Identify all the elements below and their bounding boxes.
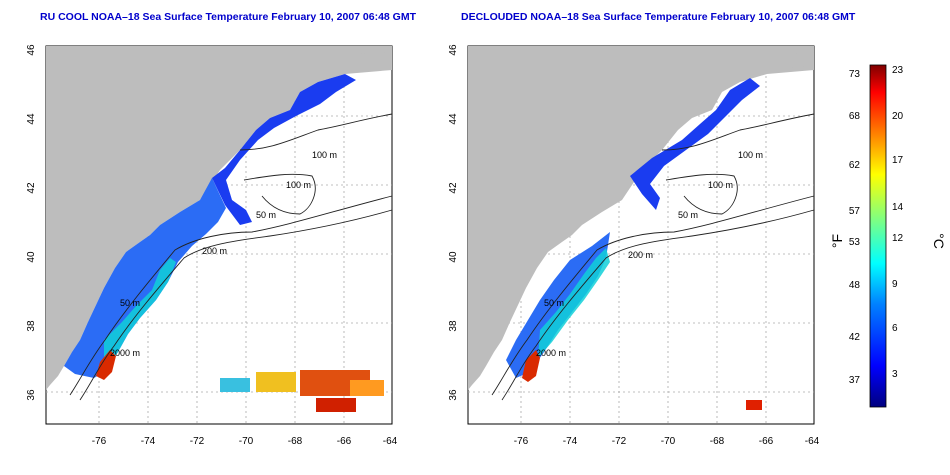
x-axis-labels: -76 -74 -72 -70 -68 -66 -64 [514,436,820,447]
x-tick-label: -70 [661,436,676,447]
x-tick-label: -70 [239,436,254,447]
land-island [780,52,814,68]
sst-swath-north [630,78,760,210]
c-tick-label: 12 [892,233,904,244]
sst-swath-shelf [64,178,226,378]
contour-label: 50 m [678,210,698,220]
y-tick-label: 38 [448,320,459,332]
contour-label: 100 m [286,180,311,190]
sst-swath-warm [538,248,610,358]
f-tick-label: 42 [849,332,861,343]
c-tick-label: 20 [892,111,904,122]
sst-swath-north [212,74,356,225]
sst-swath-gulfstream [96,350,116,380]
unit-label-f: °F [830,234,845,248]
sst-swath-warm [104,258,176,372]
contour-label: 2000 m [536,348,566,358]
sst-map-left[interactable]: 100 m 100 m 50 m 200 m 50 m 2000 m 46 44… [0,0,420,475]
contour-label: 100 m [738,150,763,160]
x-tick-label: -76 [92,436,107,447]
x-tick-label: -74 [141,436,156,447]
x-tick-label: -66 [759,436,774,447]
f-tick-label: 48 [849,280,861,291]
f-tick-label: 37 [849,375,861,386]
y-tick-label: 46 [448,44,459,56]
c-tick-label: 14 [892,202,904,213]
c-tick-label: 17 [892,155,904,166]
y-axis-labels: 46 44 42 40 38 36 [26,44,37,401]
land-mass [46,46,392,390]
bathymetry-contours [491,113,815,401]
colorbar-legend: 73 68 62 57 53 48 42 37 23 20 17 14 12 9… [829,55,947,425]
y-tick-label: 46 [26,44,37,56]
colorbar-f-ticks: 73 68 62 57 53 48 42 37 [849,69,861,386]
y-axis-labels: 46 44 42 40 38 36 [448,44,459,401]
y-tick-label: 40 [448,251,459,263]
land-mass [468,46,814,390]
y-tick-label: 44 [26,113,37,125]
contour-label: 50 m [544,298,564,308]
contour-label: 50 m [120,298,140,308]
f-tick-label: 68 [849,111,861,122]
y-tick-label: 36 [26,389,37,401]
x-tick-label: -64 [383,436,398,447]
colorbar-svg: 73 68 62 57 53 48 42 37 23 20 17 14 12 9… [829,64,947,408]
contour-label: 100 m [708,180,733,190]
contour-label: 200 m [202,246,227,256]
f-tick-label: 62 [849,160,861,171]
colorbar-gradient [869,64,887,408]
unit-label-c: °C [931,233,945,249]
contour-label: 100 m [312,150,337,160]
land-island [358,52,392,68]
panel-title-right: DECLOUDED NOAA–18 Sea Surface Temperatur… [461,11,856,23]
y-tick-label: 42 [26,182,37,194]
x-tick-label: -64 [805,436,820,447]
x-tick-label: -76 [514,436,529,447]
y-tick-label: 42 [448,182,459,194]
x-tick-label: -68 [288,436,303,447]
x-axis-labels: -76 -74 -72 -70 -68 -66 -64 [92,436,398,447]
x-tick-label: -72 [190,436,205,447]
sst-map-right[interactable]: 100 m 100 m 50 m 200 m 50 m 2000 m 46 44… [420,0,830,475]
y-tick-label: 44 [448,113,459,125]
contour-label: 50 m [256,210,276,220]
colorbar-c-ticks: 23 20 17 14 12 9 6 3 [892,65,904,380]
f-tick-label: 73 [849,69,861,80]
c-tick-label: 6 [892,323,898,334]
bathymetry-contours [69,113,393,401]
y-tick-label: 38 [26,320,37,332]
c-tick-label: 23 [892,65,904,76]
y-tick-label: 40 [26,251,37,263]
f-tick-label: 57 [849,206,861,217]
sst-patch-south [746,400,762,410]
contour-label: 200 m [628,250,653,260]
contour-labels: 100 m 100 m 50 m 200 m 50 m 2000 m [110,150,337,358]
sst-swath-gulfstream [522,350,540,382]
x-tick-label: -72 [612,436,627,447]
sst-swath-shelf [506,232,610,378]
panel-title-left: RU COOL NOAA–18 Sea Surface Temperature … [40,11,417,23]
f-tick-label: 53 [849,237,861,248]
contour-label: 2000 m [110,348,140,358]
c-tick-label: 9 [892,279,898,290]
c-tick-label: 3 [892,369,898,380]
x-tick-label: -66 [337,436,352,447]
contour-labels: 100 m 100 m 50 m 200 m 50 m 2000 m [536,150,763,358]
x-tick-label: -68 [710,436,725,447]
sst-clouds-south [220,370,384,412]
y-tick-label: 36 [448,389,459,401]
x-tick-label: -74 [563,436,578,447]
